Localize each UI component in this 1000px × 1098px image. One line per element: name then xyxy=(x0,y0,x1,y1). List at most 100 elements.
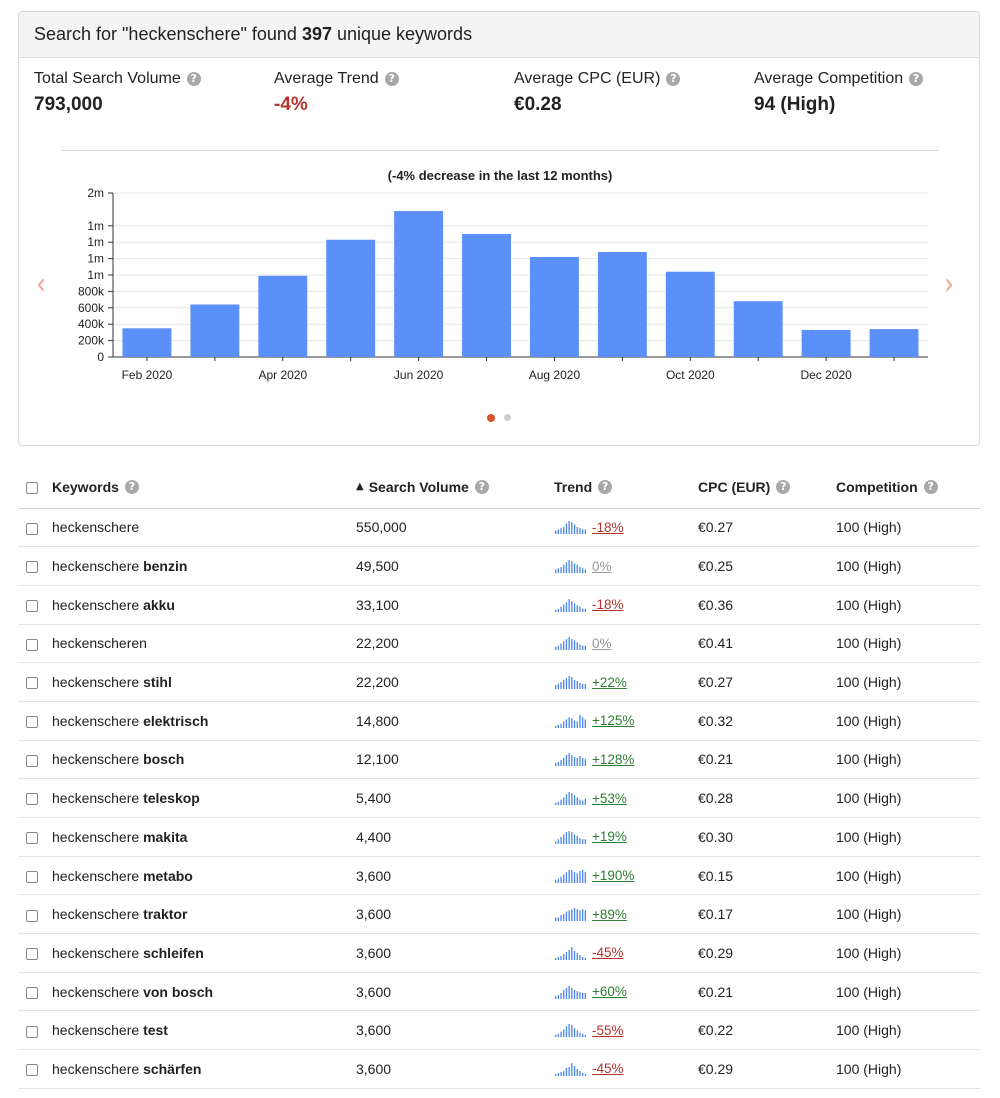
row-checkbox[interactable] xyxy=(26,716,38,729)
chevron-left-icon[interactable]: ‹ xyxy=(36,267,46,302)
sparkline-bar xyxy=(557,1072,559,1076)
sparkline-bar xyxy=(576,527,578,535)
sparkline-bar xyxy=(582,646,584,651)
table-row: heckenschere 550,000 -18% €0.27 100 (High) xyxy=(18,508,980,548)
column-search-volume[interactable]: ▲ Search Volume? xyxy=(356,466,554,509)
sparkline-bar xyxy=(571,832,573,844)
trend-value-link[interactable]: +125% xyxy=(592,713,635,729)
chart-bar xyxy=(733,301,783,357)
row-checkbox[interactable] xyxy=(26,754,38,767)
row-checkbox[interactable] xyxy=(26,832,38,845)
trend-value-link[interactable]: -55% xyxy=(592,1022,624,1038)
trend-value-link[interactable]: -45% xyxy=(592,1061,624,1077)
row-checkbox[interactable] xyxy=(26,948,38,961)
trend-cell: -18% xyxy=(554,508,698,548)
trend-value-link[interactable]: 0% xyxy=(592,635,612,651)
row-checkbox[interactable] xyxy=(26,870,38,883)
column-trend[interactable]: Trend? xyxy=(554,466,698,509)
cpc-cell: €0.15 xyxy=(698,856,836,896)
trend-value-link[interactable]: +19% xyxy=(592,829,627,845)
row-checkbox[interactable] xyxy=(26,793,38,806)
sparkline-bar xyxy=(563,1029,565,1038)
trend-value-link[interactable]: -18% xyxy=(592,597,624,613)
row-checkbox[interactable] xyxy=(26,986,38,999)
sparkline-bar xyxy=(582,716,584,728)
sparkline-bar xyxy=(557,762,559,767)
help-icon[interactable]: ? xyxy=(598,479,613,494)
column-cpc[interactable]: CPC (EUR)? xyxy=(698,466,836,509)
x-tick-label: Feb 2020 xyxy=(122,368,173,382)
sparkline-bar xyxy=(560,992,562,999)
column-keywords[interactable]: Keywords? xyxy=(52,466,356,509)
row-select-cell xyxy=(18,624,52,664)
help-icon[interactable]: ? xyxy=(384,72,399,86)
sparkline-bar xyxy=(565,719,568,728)
sparkline-bar xyxy=(568,830,570,844)
sparkline-bar xyxy=(560,682,562,690)
row-checkbox[interactable] xyxy=(26,1064,38,1077)
sparkline-bar xyxy=(557,801,559,806)
sparkline-bar xyxy=(576,605,578,612)
row-checkbox[interactable] xyxy=(26,638,38,651)
trend-value-link[interactable]: 0% xyxy=(592,558,612,574)
column-competition[interactable]: Competition? xyxy=(836,466,980,509)
carousel-dot[interactable] xyxy=(504,414,511,421)
trend-value-link[interactable]: +22% xyxy=(592,674,627,690)
trend-cell: +125% xyxy=(554,701,698,741)
trend-sparkline xyxy=(555,792,586,806)
metric-average-competition: Average Competition? 94 (High) xyxy=(754,70,924,116)
trend-value-link[interactable]: +60% xyxy=(592,984,627,1000)
trend-sparkline xyxy=(555,985,586,999)
help-icon[interactable]: ? xyxy=(474,479,489,494)
row-checkbox[interactable] xyxy=(26,600,38,613)
sparkline-bar xyxy=(565,794,568,806)
sparkline-bar xyxy=(584,719,586,728)
row-checkbox[interactable] xyxy=(26,561,38,574)
keyword-suffix: bosch xyxy=(143,751,185,768)
sparkline-bar xyxy=(573,989,576,999)
sparkline-bar xyxy=(584,608,586,612)
help-icon[interactable]: ? xyxy=(186,72,201,86)
trend-value-link[interactable]: +190% xyxy=(592,868,635,884)
sparkline-bar xyxy=(568,637,570,651)
help-icon[interactable]: ? xyxy=(776,479,791,494)
carousel-dot-active[interactable] xyxy=(487,414,495,422)
sparkline-bar xyxy=(560,528,562,535)
keyword-suffix: stihl xyxy=(143,674,172,691)
row-checkbox[interactable] xyxy=(26,522,38,535)
divider xyxy=(62,150,938,151)
sparkline-bar xyxy=(555,763,557,767)
sparkline-bar xyxy=(582,608,584,612)
sparkline-bar xyxy=(579,799,581,806)
keyword-cell: heckenschere test xyxy=(52,1010,356,1051)
competition-cell: 100 (High) xyxy=(836,740,980,780)
sparkline-bar xyxy=(555,569,557,574)
sparkline-bar xyxy=(579,683,581,690)
chevron-right-icon[interactable]: › xyxy=(944,267,954,302)
row-checkbox[interactable] xyxy=(26,1025,38,1038)
row-select-cell xyxy=(18,972,52,1012)
summary-header: Search for "heckenschere" found 397 uniq… xyxy=(19,12,979,58)
help-icon[interactable]: ? xyxy=(124,479,139,494)
row-checkbox[interactable] xyxy=(26,909,38,922)
trend-value-link[interactable]: -18% xyxy=(592,519,624,535)
table-row: heckenschere schleifen 3,600 -45% €0.29 100 … xyxy=(18,933,980,973)
trend-value-link[interactable]: +128% xyxy=(592,751,635,767)
help-icon[interactable]: ? xyxy=(666,72,681,86)
sparkline-bar xyxy=(571,718,573,728)
trend-value-link[interactable]: -45% xyxy=(592,945,624,961)
trend-value-link[interactable]: +53% xyxy=(592,790,627,806)
x-tick-label: Dec 2020 xyxy=(800,368,852,382)
select-all-checkbox[interactable] xyxy=(26,482,38,495)
sparkline-bar xyxy=(579,910,581,922)
sparkline-bar xyxy=(568,792,570,806)
sparkline-bar xyxy=(582,568,584,574)
row-checkbox[interactable] xyxy=(26,677,38,690)
sparkline-bar xyxy=(563,721,565,728)
trend-value-link[interactable]: +89% xyxy=(592,906,627,922)
sparkline-bar xyxy=(582,684,584,690)
help-icon[interactable]: ? xyxy=(923,479,938,494)
table-row: heckenschere akku 33,100 -18% €0.36 100 (Hig… xyxy=(18,585,980,625)
sparkline-bar xyxy=(555,957,557,960)
help-icon[interactable]: ? xyxy=(909,72,924,86)
